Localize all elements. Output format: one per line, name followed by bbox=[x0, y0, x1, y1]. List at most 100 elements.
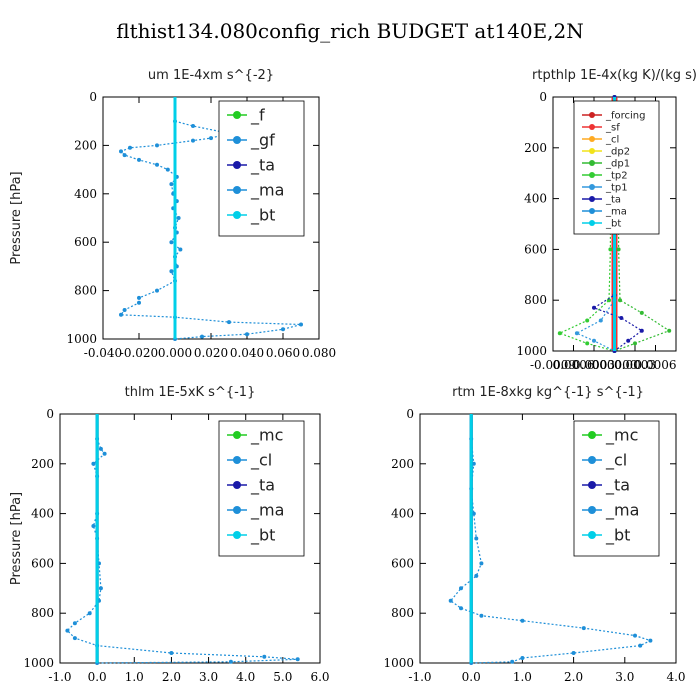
legend-entry: _bt bbox=[605, 526, 630, 546]
x-tick-label: 0.080 bbox=[302, 346, 336, 360]
x-tick-label: -0.040 bbox=[84, 346, 122, 360]
legend-marker bbox=[233, 481, 241, 489]
legend-entry: _ma bbox=[250, 181, 284, 201]
data-point bbox=[281, 327, 285, 332]
data-point bbox=[459, 606, 463, 611]
panel-1: um 1E-4xm s^{-2} Pressure [hPa] 0 200 400 600… bbox=[9, 68, 336, 360]
data-point bbox=[155, 288, 159, 293]
data-point bbox=[619, 316, 624, 320]
legend-entry: _tp2 bbox=[605, 171, 628, 182]
panel-2: rtpthlp 1E-4x(kg K)/(kg s) 0 200 400 600 800 1… bbox=[516, 68, 697, 372]
data-point bbox=[165, 167, 170, 172]
legend-box bbox=[573, 420, 660, 557]
data-point bbox=[574, 331, 579, 336]
data-point bbox=[72, 636, 77, 641]
y-tick-label: 200 bbox=[74, 138, 97, 152]
y-tick-label: 1000 bbox=[23, 656, 54, 670]
data-point bbox=[585, 318, 590, 323]
legend-marker bbox=[233, 211, 241, 219]
legend-box bbox=[573, 100, 660, 235]
data-point bbox=[191, 138, 195, 143]
data-point bbox=[72, 621, 77, 626]
data-point bbox=[448, 598, 453, 603]
x-tick-label: 0.0 bbox=[462, 670, 481, 684]
x-tick-label: 2.0 bbox=[162, 670, 181, 684]
data-point bbox=[87, 611, 92, 616]
x-tick-label: 0.040 bbox=[230, 346, 264, 360]
legend-entry: _ta bbox=[605, 476, 630, 496]
legend-marker bbox=[589, 196, 595, 202]
data-point bbox=[295, 657, 300, 662]
y-tick-label: 0 bbox=[46, 407, 54, 421]
data-point bbox=[228, 659, 233, 664]
legend-box bbox=[218, 420, 305, 557]
data-point bbox=[557, 331, 562, 336]
legend-marker bbox=[589, 136, 595, 142]
x-tick-label: -1.0 bbox=[408, 670, 431, 684]
data-point bbox=[633, 341, 637, 346]
legend-entry: _ta bbox=[250, 476, 275, 496]
data-point bbox=[169, 651, 174, 655]
panel-title: rtm 1E-8xkg kg^{-1} s^{-1} bbox=[452, 385, 644, 400]
data-point bbox=[119, 312, 123, 317]
y-tick-label: 200 bbox=[524, 141, 547, 155]
plot-frame bbox=[59, 413, 321, 664]
figure-title: flthist134.080config_rich BUDGET at140E,… bbox=[116, 19, 584, 43]
legend-entry: _ma bbox=[605, 501, 639, 521]
x-tick-label: 5.0 bbox=[273, 670, 292, 684]
x-tick-label: -0.0009 bbox=[530, 358, 576, 372]
x-tick-label: 2.0 bbox=[564, 670, 583, 684]
x-tick-label: 0.060 bbox=[266, 346, 300, 360]
y-tick-label: 200 bbox=[31, 457, 54, 471]
legend-marker bbox=[233, 161, 241, 169]
legend-marker bbox=[588, 506, 596, 514]
data-point bbox=[137, 300, 141, 305]
y-tick-label: 0 bbox=[406, 407, 414, 421]
data-point bbox=[178, 247, 183, 252]
legend-entry: _bt bbox=[250, 206, 275, 226]
legend-entry: _bt bbox=[250, 526, 275, 546]
data-point bbox=[91, 524, 96, 528]
data-point bbox=[122, 153, 127, 158]
legend-marker bbox=[589, 172, 595, 178]
data-point bbox=[98, 446, 103, 451]
y-tick-label: 600 bbox=[31, 556, 54, 570]
legend-entry: _ta bbox=[250, 156, 275, 176]
x-tick-label: 0.0006 bbox=[635, 358, 677, 372]
legend-entry: _f bbox=[250, 106, 265, 126]
x-tick-label: 3.0 bbox=[199, 670, 218, 684]
data-point bbox=[585, 341, 590, 346]
legend-entry: _ma bbox=[605, 207, 627, 218]
legend-marker bbox=[589, 124, 595, 130]
data-point bbox=[128, 145, 132, 150]
legend-marker bbox=[589, 208, 595, 214]
data-point bbox=[639, 328, 644, 333]
y-tick-label: 400 bbox=[31, 507, 54, 521]
legend-marker bbox=[233, 111, 241, 119]
data-point bbox=[471, 511, 476, 516]
x-tick-label: 1.0 bbox=[125, 670, 144, 684]
data-point bbox=[616, 247, 621, 252]
y-tick-label: 600 bbox=[74, 235, 97, 249]
panel-title: thlm 1E-5xK s^{-1} bbox=[125, 385, 256, 400]
data-point bbox=[510, 659, 515, 664]
legend-box bbox=[218, 100, 305, 237]
y-tick-label: 0 bbox=[539, 90, 547, 104]
data-point bbox=[155, 162, 159, 167]
data-point bbox=[648, 638, 653, 643]
data-point bbox=[479, 613, 484, 618]
legend-marker bbox=[589, 220, 595, 226]
y-axis-label: Pressure [hPa] bbox=[9, 492, 24, 585]
data-point bbox=[122, 308, 127, 312]
legend-entry: _dp2 bbox=[605, 147, 630, 158]
data-point bbox=[137, 157, 141, 162]
data-point bbox=[638, 643, 643, 648]
data-point bbox=[592, 305, 596, 310]
series-line bbox=[613, 96, 671, 352]
legend-marker bbox=[589, 184, 595, 190]
data-point bbox=[119, 149, 123, 154]
panel-4: rtm 1E-8xkg kg^{-1} s^{-1} 0 200 400 600 800 1… bbox=[383, 385, 685, 684]
y-tick-label: 400 bbox=[391, 507, 414, 521]
legend-marker bbox=[589, 160, 595, 166]
legend-marker bbox=[588, 431, 596, 439]
